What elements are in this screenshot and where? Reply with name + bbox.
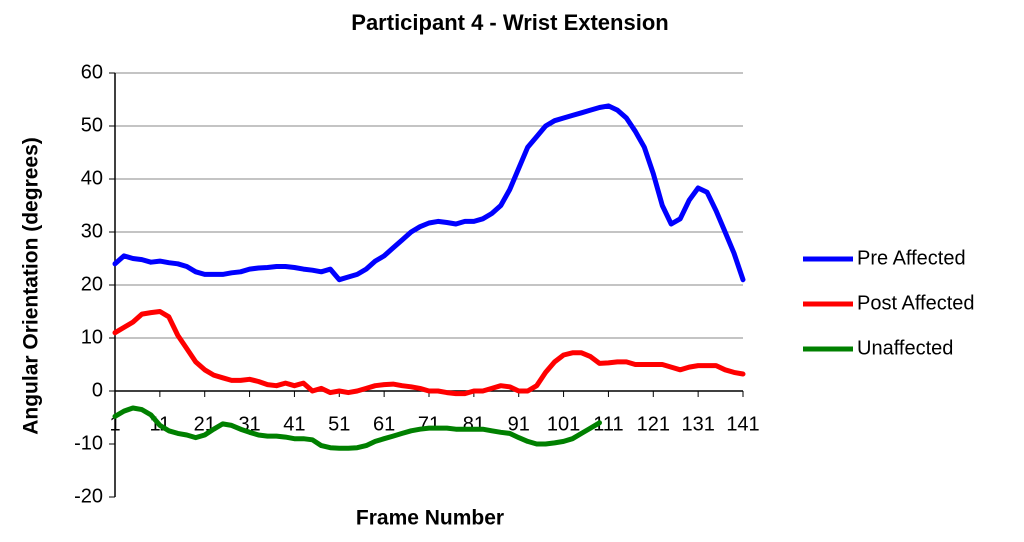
series-line [112, 309, 746, 397]
legend-label: Post Affected [857, 292, 975, 314]
y-tick-label: 10 [81, 326, 103, 348]
series-line [112, 103, 746, 283]
y-tick-label: 0 [92, 379, 103, 401]
y-tick-label: -10 [74, 432, 103, 454]
chart-title: Participant 4 - Wrist Extension [351, 10, 668, 35]
x-tick-label: 101 [547, 413, 580, 435]
x-tick-label: 91 [508, 413, 530, 435]
x-tick-label: 131 [681, 413, 714, 435]
x-tick-label: 121 [637, 413, 670, 435]
x-tick-label: 41 [283, 413, 305, 435]
y-axis-label: Angular Orientation (degrees) [20, 137, 43, 435]
x-tick-label: 51 [328, 413, 350, 435]
y-tick-label: 60 [81, 61, 103, 83]
legend-label: Pre Affected [857, 247, 966, 269]
x-tick-label: 71 [418, 413, 440, 435]
x-tick-label: 81 [463, 413, 485, 435]
x-tick-label: 61 [373, 413, 395, 435]
y-tick-label: 30 [81, 220, 103, 242]
y-tick-label: 50 [81, 114, 103, 136]
legend-label: Unaffected [857, 337, 953, 359]
y-tick-label: 20 [81, 273, 103, 295]
y-tick-label: 40 [81, 167, 103, 189]
x-tick-label: 141 [726, 413, 759, 435]
series-line [112, 405, 602, 451]
x-axis-label: Frame Number [356, 507, 504, 530]
x-tick-label: 1 [109, 413, 120, 435]
y-tick-label: -20 [74, 485, 103, 507]
x-tick-label: 111 [593, 413, 623, 435]
